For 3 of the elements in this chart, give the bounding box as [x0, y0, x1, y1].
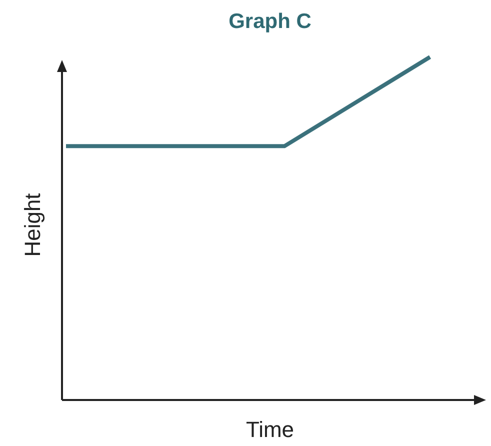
chart-title: Graph C — [228, 10, 312, 33]
y-axis-title: Height — [20, 193, 45, 257]
x-axis-title: Time — [246, 417, 294, 442]
